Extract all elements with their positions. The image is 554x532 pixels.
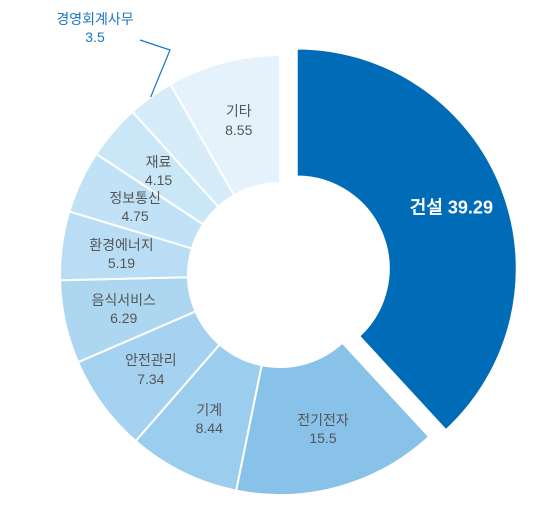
slice-label-name-food: 음식서비스 (92, 291, 156, 309)
slice-label-name-safety: 안전관리 (125, 351, 177, 369)
slice-label-env: 환경에너지5.19 (89, 235, 153, 271)
slice-label-value-safety: 7.34 (125, 369, 177, 387)
donut-chart: 건설 39.29 전기전자15.5 기계8.44 안전관리7.34 음식서비스6.29 환… (0, 0, 554, 532)
slice-label-name-etc: 기타 (225, 102, 252, 120)
callout-label-mgmt: 경영회계사무3.5 (56, 10, 133, 46)
slice-label-food: 음식서비스6.29 (92, 291, 156, 327)
slice-label-name-info: 정보통신 (109, 189, 161, 207)
donut-svg (0, 0, 554, 532)
slice-label-electric: 전기전자15.5 (297, 411, 349, 447)
slice-label-name-env: 환경에너지 (89, 235, 153, 253)
slice-label-safety: 안전관리7.34 (125, 351, 177, 387)
slice-label-text-construction: 건설 39.29 (410, 197, 493, 217)
slice-label-value-info: 4.75 (109, 207, 161, 225)
slice-label-value-material: 4.15 (145, 171, 172, 189)
slice-label-value-etc: 8.55 (225, 120, 252, 138)
slice-label-value-food: 6.29 (92, 309, 156, 327)
callout-value-mgmt: 3.5 (56, 28, 133, 46)
slice-label-etc: 기타8.55 (225, 102, 252, 138)
slice-label-material: 재료4.15 (145, 153, 172, 189)
slice-label-name-material: 재료 (145, 153, 172, 171)
slice-label-machinery: 기계8.44 (196, 400, 223, 436)
callout-name-mgmt: 경영회계사무 (56, 10, 133, 28)
slice-label-value-electric: 15.5 (297, 429, 349, 447)
slice-label-value-machinery: 8.44 (196, 419, 223, 437)
slice-label-info: 정보통신4.75 (109, 189, 161, 225)
slice-label-value-env: 5.19 (89, 254, 153, 272)
slice-label-name-electric: 전기전자 (297, 411, 349, 429)
slice-label-construction: 건설 39.29 (410, 196, 493, 219)
slice-label-name-machinery: 기계 (196, 400, 223, 418)
